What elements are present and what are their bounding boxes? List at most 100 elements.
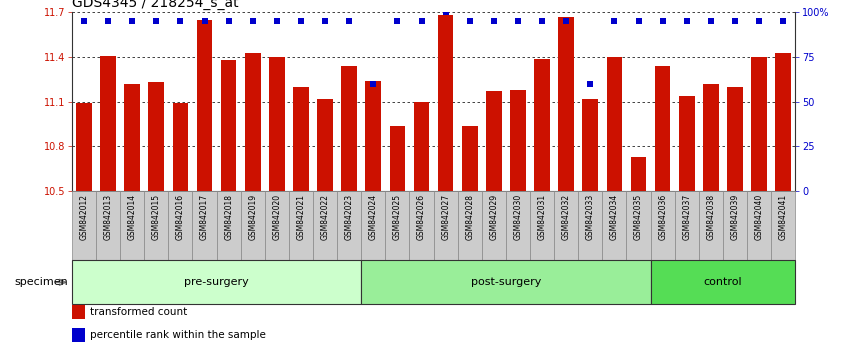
Point [77,18,91,24]
Bar [530,191,554,260]
Bar [240,191,265,260]
Bar [385,191,409,260]
Text: GSM842014: GSM842014 [128,194,137,240]
Bar [72,328,85,342]
Bar [751,57,767,191]
Bar [626,191,651,260]
Point [680,18,694,24]
Point [366,81,380,87]
Bar [722,191,747,260]
Bar [678,96,695,191]
Point [728,18,742,24]
Point [559,18,573,24]
Bar [534,58,550,191]
Text: GSM842019: GSM842019 [248,194,257,240]
Bar [703,84,719,191]
Text: GSM842028: GSM842028 [465,194,475,240]
Text: GSM842020: GSM842020 [272,194,282,240]
Text: GSM842015: GSM842015 [151,194,161,240]
Bar [486,91,502,191]
Bar [409,191,433,260]
Point [463,18,476,24]
Bar [602,191,626,260]
Text: GSM842038: GSM842038 [706,194,716,240]
Text: pre-surgery: pre-surgery [184,277,249,287]
Text: GSM842040: GSM842040 [755,194,764,240]
Bar [771,191,795,260]
Text: GSM842032: GSM842032 [562,194,571,240]
Text: GSM842023: GSM842023 [344,194,354,240]
Bar [630,157,646,191]
Bar [655,66,671,191]
Text: GSM842029: GSM842029 [489,194,498,240]
Bar [775,53,791,191]
Text: GSM842034: GSM842034 [610,194,619,240]
Bar [727,87,743,191]
Point [607,18,621,24]
Bar [265,191,288,260]
Bar [173,103,189,191]
Bar [607,57,623,191]
Bar [365,81,382,191]
Text: GSM842018: GSM842018 [224,194,233,240]
Point [511,18,525,24]
Text: GSM842017: GSM842017 [200,194,209,240]
Bar [244,53,261,191]
Point [318,18,332,24]
Bar [76,103,92,191]
Bar [192,191,217,260]
Point [222,18,235,24]
Bar [288,191,313,260]
Bar [96,191,120,260]
Text: GSM842036: GSM842036 [658,194,667,240]
Point [198,18,212,24]
Bar [554,191,578,260]
Point [752,18,766,24]
Point [415,18,428,24]
Bar [341,66,357,191]
Bar [506,191,530,260]
Point [294,18,308,24]
Bar [361,260,651,304]
Bar [313,191,337,260]
Bar [481,191,506,260]
Point [150,18,163,24]
Text: transformed count: transformed count [90,307,187,318]
Bar [196,20,212,191]
Text: percentile rank within the sample: percentile rank within the sample [90,330,266,340]
Bar [558,17,574,191]
Text: GSM842039: GSM842039 [730,194,739,240]
Text: GSM842016: GSM842016 [176,194,185,240]
Bar [148,82,164,191]
Bar [221,60,237,191]
Point [632,18,645,24]
Bar [578,191,602,260]
Bar [651,260,795,304]
Point [391,18,404,24]
Bar [217,191,240,260]
Bar [458,191,481,260]
Bar [414,102,430,191]
Bar [437,15,453,191]
Point [536,18,549,24]
Point [704,18,717,24]
Text: GSM842022: GSM842022 [321,194,330,240]
Bar [582,99,598,191]
Text: GSM842012: GSM842012 [80,194,89,240]
Point [584,81,597,87]
Text: GDS4345 / 218254_s_at: GDS4345 / 218254_s_at [72,0,239,10]
Point [439,10,453,15]
Text: GSM842030: GSM842030 [514,194,523,240]
Text: GSM842041: GSM842041 [778,194,788,240]
Text: GSM842027: GSM842027 [441,194,450,240]
Bar [72,306,85,319]
Bar [120,191,144,260]
Bar [124,84,140,191]
Bar [433,191,458,260]
Point [125,18,139,24]
Bar [317,99,333,191]
Point [173,18,187,24]
Text: GSM842021: GSM842021 [296,194,305,240]
Point [343,18,356,24]
Text: GSM842024: GSM842024 [369,194,378,240]
